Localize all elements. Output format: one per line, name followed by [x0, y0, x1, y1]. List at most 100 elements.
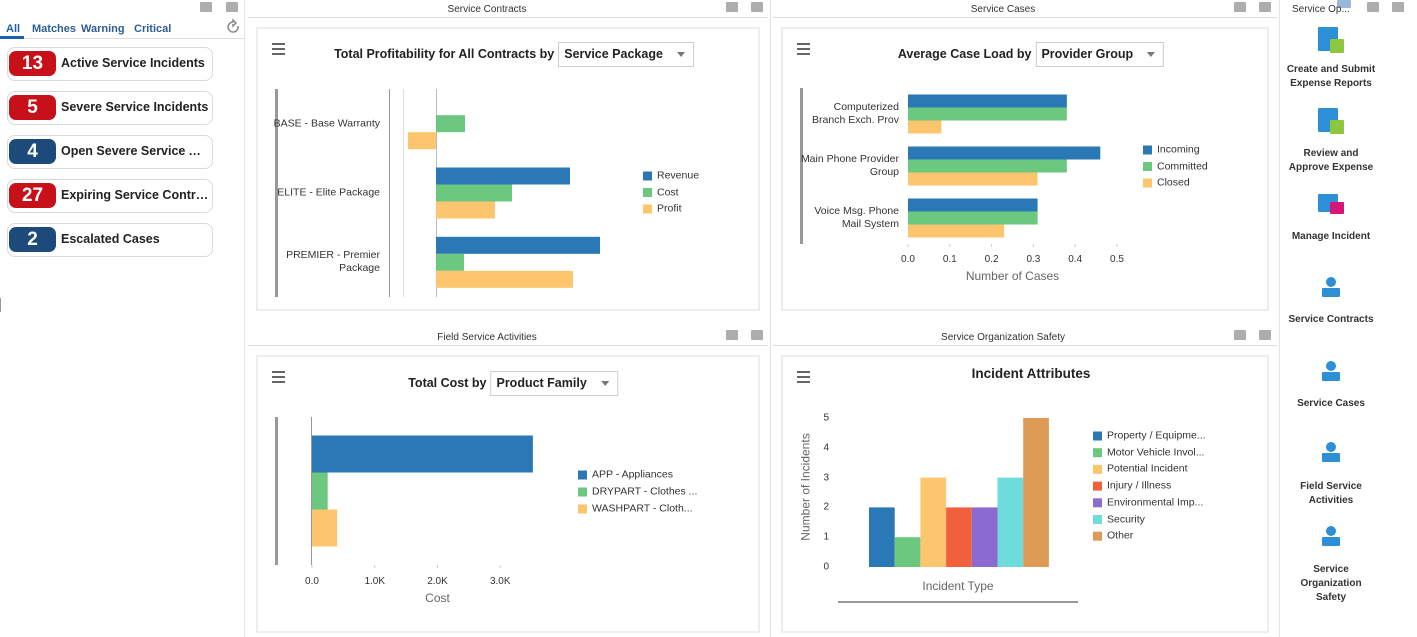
legend-label: Potential Incident [1107, 462, 1188, 475]
chart-header: Average Case Load by Provider Group [897, 42, 1165, 67]
x-tick-label: 0.2 [984, 254, 999, 265]
chart-header: Incident Attributes [972, 367, 1091, 381]
bar [436, 236, 600, 254]
divider [770, 0, 771, 637]
axis-line [311, 417, 312, 565]
y-tick-label: 1 [823, 531, 829, 543]
alert-item[interactable]: 27 Expiring Service Contra... [7, 179, 213, 213]
bar [436, 167, 570, 185]
link-icon [1322, 537, 1340, 546]
legend-swatch [1143, 162, 1152, 171]
bar [436, 201, 495, 219]
divider [248, 17, 768, 18]
x-axis-label: Cost [425, 591, 450, 605]
legend-swatch [643, 204, 652, 214]
card [256, 355, 760, 633]
bar [908, 224, 1005, 238]
x-axis-label: Incident Type [922, 579, 994, 593]
alert-count: 27 [21, 185, 44, 206]
x-tick-label: 0.0 [305, 576, 319, 587]
quick-link[interactable]: Field Service Activities [1300, 481, 1362, 506]
x-tick-label: 0.3 [1026, 254, 1041, 265]
x-tick-label: 3.0K [489, 576, 511, 587]
bar [312, 509, 338, 547]
y-tick-label: 4 [823, 442, 829, 454]
alert-label: Open Severe Service Al... [61, 145, 209, 158]
menu-icon [272, 53, 285, 55]
bar [920, 477, 947, 567]
quick-link[interactable]: Manage Incident [1291, 231, 1371, 242]
alert-item[interactable]: 4 Open Severe Service Al... [7, 135, 213, 169]
tab[interactable]: Warning [81, 23, 125, 35]
y-tick-label: 0 [823, 561, 829, 573]
legend-swatch [1143, 178, 1152, 188]
panel-title: Field Service Activities [437, 332, 537, 343]
dropdown[interactable]: Product Family [490, 371, 618, 396]
menu-icon [797, 376, 810, 378]
toolbar-icon [1367, 2, 1379, 12]
quick-link[interactable]: Service Cases [1297, 398, 1365, 409]
dropdown[interactable]: Service Package [558, 42, 694, 67]
alert-item[interactable]: 2 Escalated Cases [7, 223, 213, 257]
dropdown[interactable]: Provider Group [1035, 42, 1165, 67]
chart-title: Average Case Load by [897, 47, 1032, 61]
x-tick-label: 2.0K [427, 576, 448, 587]
bar [436, 115, 465, 133]
alert-badge: 13 [9, 51, 56, 76]
toolbar-icon [1337, 0, 1351, 8]
x-tick-label: 0.5 [1110, 254, 1124, 265]
link-icon [1326, 361, 1336, 371]
legend-label: Motor Vehicle Invol... [1107, 446, 1205, 459]
legend-swatch [1093, 515, 1102, 524]
legend-label: Cost [657, 186, 679, 198]
toolbar-icon [226, 2, 238, 12]
category-label: Voice Msg. Phone Mail System [814, 205, 899, 230]
tab[interactable]: Matches [32, 23, 77, 35]
alert-item[interactable]: 5 Severe Service Incidents [7, 91, 213, 125]
category-label: BASE - Base Warranty [273, 117, 380, 130]
dropdown-arrow [1147, 52, 1156, 57]
panel-title: Service Contracts [447, 4, 527, 15]
category-label: ELITE - Elite Package [277, 186, 380, 199]
y-axis-label: Number of Incidents [798, 433, 813, 541]
link-icon [1322, 372, 1340, 381]
alert-item[interactable]: 13 Active Service Incidents [7, 47, 213, 81]
tab-underline [0, 36, 24, 39]
menu-icon [797, 48, 810, 50]
axis-line [403, 89, 404, 297]
axis-bar [275, 89, 278, 297]
y-tick-label: 5 [823, 412, 829, 424]
quick-link[interactable]: Review and Approve Expense [1288, 148, 1374, 173]
bar [908, 211, 1038, 225]
divider [0, 38, 244, 39]
legend-label: DRYPART - Clothes ... [592, 485, 698, 498]
quick-link[interactable]: Create and Submit Expense Reports [1286, 64, 1376, 89]
alert-badge: 2 [9, 227, 56, 252]
legend-swatch [1093, 498, 1102, 508]
x-tick-label: 1.0K [364, 576, 386, 587]
link-icon [1326, 442, 1336, 452]
legend-swatch [643, 171, 652, 181]
toolbar-icon [1259, 2, 1271, 12]
alert-count: 5 [27, 97, 38, 118]
quick-link[interactable]: Service Organization Safety [1300, 564, 1362, 603]
alert-badge: 4 [9, 139, 56, 164]
bar [908, 172, 1038, 186]
alert-badge: 5 [9, 95, 56, 120]
alert-count: 13 [21, 53, 44, 74]
bar [997, 477, 1024, 567]
tab[interactable]: Critical [134, 23, 172, 35]
alert-label: Expiring Service Contra... [61, 189, 209, 202]
link-icon [1322, 453, 1340, 462]
toolbar-icon [751, 2, 763, 12]
category-label: Main Phone Provider Group [800, 153, 899, 178]
tab[interactable]: All [6, 23, 21, 35]
quick-link[interactable]: Service Contracts [1288, 314, 1374, 325]
quick-links-title: Service Op... [1292, 4, 1350, 15]
bar [436, 270, 573, 288]
link-icon [1330, 202, 1344, 214]
alert-count: 2 [27, 229, 38, 250]
bar [908, 94, 1067, 108]
legend-label: WASHPART - Cloth... [592, 502, 693, 515]
card [781, 355, 1269, 633]
